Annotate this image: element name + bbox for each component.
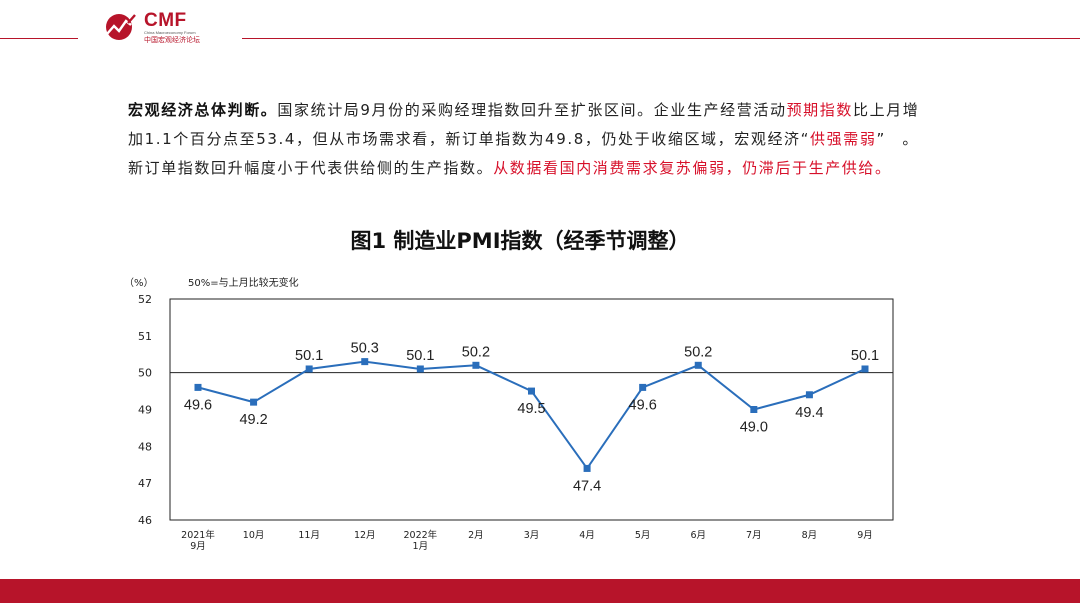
pmi-series-points (194, 358, 869, 472)
data-label: 49.2 (239, 412, 267, 428)
summary-paragraph: 宏观经济总体判断。国家统计局9月份的采购经理指数回升至扩张区间。企业生产经营活动… (128, 96, 928, 183)
x-tick-label: 12月 (354, 530, 376, 541)
x-axis: 2021年 9月 10月 11月 12月 2022年 1月 2月 3月 4月 5月 6月 7月 8月 9月 (181, 529, 873, 552)
x-tick-label: 2021年 9月 (181, 529, 215, 552)
data-label: 50.2 (684, 344, 712, 360)
data-point (750, 406, 758, 413)
footer-bar (0, 579, 1080, 603)
plot-area-frame (169, 298, 894, 521)
data-point (583, 464, 591, 472)
pmi-value-labels: 49.6 49.2 50.1 50.3 50.1 50.2 49.5 47.4 49.6 50.2… (184, 341, 879, 495)
data-label: 49.6 (184, 397, 212, 413)
paragraph-text-1: 国家统计局9月份的采购经理指数回升至扩张区间。企业生产经营活动 (277, 101, 787, 119)
cmf-logo: CMF China Macroeconomy Forum 中国宏观经济论坛 (104, 10, 234, 44)
y-axis: 46 47 48 49 50 51 52 (138, 293, 152, 527)
data-point (861, 365, 869, 373)
brand-chinese-name: 中国宏观经济论坛 (144, 36, 200, 44)
header-rule-right (242, 38, 1080, 39)
data-label: 50.1 (406, 348, 434, 364)
x-tick-label: 2月 (468, 530, 484, 541)
data-label: 49.4 (795, 405, 823, 421)
x-tick-label: 11月 (298, 530, 320, 541)
paragraph-lead: 宏观经济总体判断。 (128, 101, 278, 119)
y-tick-label: 48 (138, 440, 152, 453)
x-tick-label: 6月 (690, 530, 706, 541)
paragraph-highlight-3: 从数据看国内消费需求复苏偏弱，仍滞后于生产供给。 (493, 159, 892, 177)
x-tick-label: 10月 (243, 530, 265, 541)
data-label: 49.0 (740, 420, 768, 436)
data-point (416, 365, 424, 373)
paragraph-text-2: 比上月增加1.1个百分点至53.4，但从市场需求看，新订单指数为49.8，仍处于… (128, 101, 920, 148)
data-label: 50.2 (462, 344, 490, 360)
x-tick-label: 4月 (579, 530, 595, 541)
header-rule-left (0, 38, 78, 39)
y-tick-label: 52 (138, 293, 152, 306)
data-point (639, 383, 647, 391)
x-tick-label: 8月 (802, 530, 818, 541)
data-label: 50.1 (851, 348, 879, 364)
data-point (250, 398, 258, 406)
data-point (528, 387, 535, 395)
chart-title: 图1 制造业PMI指数（经季节调整） (350, 229, 689, 253)
pmi-line-chart: 图1 制造业PMI指数（经季节调整） （%） 50%=与上月比较无变化 46 47… (124, 229, 894, 552)
data-label: 49.6 (629, 397, 657, 413)
chart-annotation: 50%=与上月比较无变化 (188, 276, 299, 289)
cmf-logo-mark-icon (106, 14, 136, 40)
data-point (472, 361, 480, 369)
data-point (805, 391, 813, 399)
data-label: 47.4 (573, 478, 601, 494)
x-tick-label: 5月 (635, 530, 651, 541)
x-tick-label: 3月 (524, 530, 540, 541)
data-point (694, 361, 702, 369)
x-tick-label: 2022年 1月 (403, 529, 437, 552)
y-tick-label: 50 (138, 367, 152, 380)
data-point (194, 383, 202, 391)
x-tick-label: 7月 (746, 530, 762, 541)
data-label: 50.1 (295, 348, 323, 364)
x-tick-label: 9月 (857, 530, 873, 541)
paragraph-text-3: ” 。新订单指数回升幅度小于代表供给侧的生产指数。 (128, 130, 920, 177)
data-point (361, 358, 369, 366)
chart-y-axis-unit: （%） (124, 277, 154, 289)
y-tick-label: 46 (138, 514, 152, 527)
paragraph-highlight-1: 预期指数 (786, 101, 853, 119)
brand-name: CMF (144, 10, 187, 31)
data-label: 50.3 (351, 341, 379, 357)
y-tick-label: 51 (138, 330, 152, 343)
y-tick-label: 49 (138, 404, 152, 417)
y-tick-label: 47 (138, 477, 152, 490)
paragraph-highlight-2: 供强需弱 (810, 130, 877, 148)
brand-subtitle: China Macroeconomy Forum (144, 30, 196, 35)
data-label: 49.5 (517, 401, 545, 417)
data-point (305, 365, 313, 373)
